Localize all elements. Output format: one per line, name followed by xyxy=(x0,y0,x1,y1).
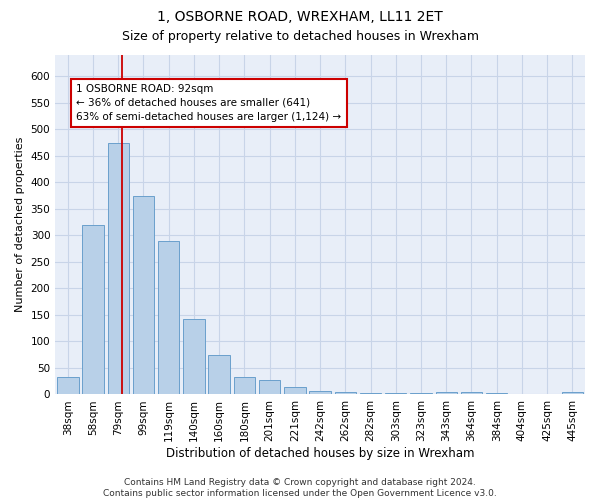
Bar xyxy=(57,378,79,394)
Bar xyxy=(107,142,129,394)
Bar xyxy=(259,380,280,394)
Bar xyxy=(360,393,381,394)
Bar xyxy=(233,378,255,394)
Bar xyxy=(82,224,104,394)
Text: 1, OSBORNE ROAD, WREXHAM, LL11 2ET: 1, OSBORNE ROAD, WREXHAM, LL11 2ET xyxy=(157,10,443,24)
Bar xyxy=(284,386,305,394)
X-axis label: Distribution of detached houses by size in Wrexham: Distribution of detached houses by size … xyxy=(166,447,475,460)
Bar xyxy=(208,354,230,395)
Bar xyxy=(461,392,482,394)
Text: Size of property relative to detached houses in Wrexham: Size of property relative to detached ho… xyxy=(121,30,479,43)
Y-axis label: Number of detached properties: Number of detached properties xyxy=(15,137,25,312)
Bar xyxy=(183,318,205,394)
Bar xyxy=(562,392,583,394)
Bar xyxy=(436,392,457,394)
Bar xyxy=(335,392,356,394)
Bar xyxy=(310,390,331,394)
Text: 1 OSBORNE ROAD: 92sqm
← 36% of detached houses are smaller (641)
63% of semi-det: 1 OSBORNE ROAD: 92sqm ← 36% of detached … xyxy=(76,84,341,122)
Text: Contains HM Land Registry data © Crown copyright and database right 2024.
Contai: Contains HM Land Registry data © Crown c… xyxy=(103,478,497,498)
Bar xyxy=(158,240,179,394)
Bar xyxy=(133,196,154,394)
